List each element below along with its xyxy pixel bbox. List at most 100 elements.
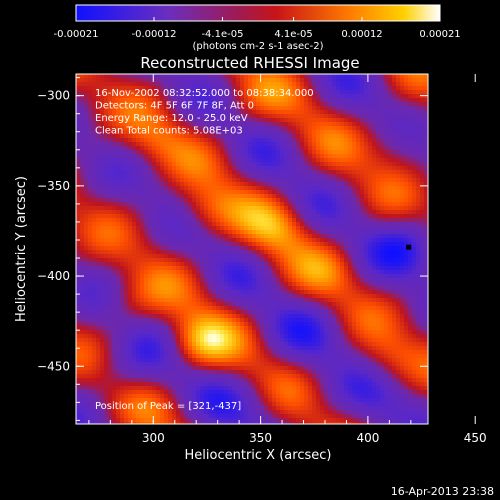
heatmap-cell	[204, 102, 209, 107]
heatmap-cell	[132, 118, 137, 123]
heatmap-cell	[316, 290, 321, 295]
heatmap-cell	[260, 106, 265, 111]
heatmap-cell	[292, 206, 297, 211]
heatmap-cell	[208, 118, 213, 123]
heatmap-cell	[272, 170, 277, 175]
heatmap-cell	[388, 294, 393, 299]
heatmap-cell	[336, 282, 341, 287]
heatmap-cell	[272, 262, 277, 267]
heatmap-cell	[360, 182, 365, 187]
heatmap-cell	[332, 262, 337, 267]
heatmap-cell	[188, 102, 193, 107]
heatmap-cell	[252, 206, 257, 211]
heatmap-cell	[392, 150, 397, 155]
heatmap-cell	[176, 194, 181, 199]
heatmap-cell	[96, 158, 101, 163]
heatmap-cell	[136, 286, 141, 291]
heatmap-cell	[244, 74, 249, 79]
heatmap-cell	[372, 98, 377, 103]
heatmap-cell	[268, 202, 273, 207]
heatmap-cell	[400, 134, 405, 139]
heatmap-cell	[200, 210, 205, 215]
heatmap-cell	[172, 114, 177, 119]
heatmap-cell	[212, 234, 217, 239]
heatmap-cell	[180, 158, 185, 163]
heatmap-cell	[272, 158, 277, 163]
heatmap-cell	[372, 142, 377, 147]
heatmap-cell	[360, 206, 365, 211]
heatmap-cell	[268, 246, 273, 251]
heatmap-cell	[260, 114, 265, 119]
heatmap-cell	[320, 154, 325, 159]
heatmap-cell	[412, 286, 417, 291]
heatmap-cell	[360, 266, 365, 271]
heatmap-cell	[300, 174, 305, 179]
heatmap-cell	[380, 210, 385, 215]
heatmap-cell	[388, 290, 393, 295]
heatmap-cell	[188, 138, 193, 143]
heatmap-cell	[268, 234, 273, 239]
heatmap-cell	[332, 230, 337, 235]
heatmap-cell	[248, 242, 253, 247]
heatmap-cell	[176, 242, 181, 247]
heatmap-cell	[372, 294, 377, 299]
heatmap-cell	[240, 218, 245, 223]
heatmap-cell	[340, 158, 345, 163]
heatmap-cell	[252, 86, 257, 91]
heatmap-cell	[264, 94, 269, 99]
heatmap-cell	[372, 74, 377, 79]
heatmap-cell	[412, 90, 417, 95]
heatmap-cell	[340, 170, 345, 175]
heatmap-cell	[192, 138, 197, 143]
heatmap-cell	[84, 238, 89, 243]
heatmap-cell	[152, 86, 157, 91]
heatmap-cell	[372, 82, 377, 87]
heatmap-cell	[216, 106, 221, 111]
heatmap-cell	[140, 98, 145, 103]
heatmap-cell	[408, 186, 413, 191]
heatmap-cell	[132, 166, 137, 171]
heatmap-cell	[360, 214, 365, 219]
heatmap-cell	[368, 262, 373, 267]
heatmap-cell	[144, 162, 149, 167]
heatmap-cell	[120, 150, 125, 155]
heatmap-cell	[316, 230, 321, 235]
heatmap-cell	[228, 266, 233, 271]
heatmap-cell	[408, 210, 413, 215]
heatmap-cell	[320, 234, 325, 239]
heatmap-cell	[92, 238, 97, 243]
heatmap-cell	[356, 166, 361, 171]
heatmap-cell	[404, 150, 409, 155]
heatmap-cell	[108, 114, 113, 119]
heatmap-cell	[348, 278, 353, 283]
heatmap-cell	[324, 198, 329, 203]
heatmap-cell	[344, 294, 349, 299]
heatmap-cell	[396, 198, 401, 203]
heatmap-cell	[388, 158, 393, 163]
heatmap-cell	[196, 138, 201, 143]
heatmap-cell	[340, 246, 345, 251]
heatmap-cell	[192, 110, 197, 115]
heatmap-cell	[316, 158, 321, 163]
heatmap-cell	[288, 98, 293, 103]
heatmap-cell	[344, 194, 349, 199]
heatmap-cell	[208, 190, 213, 195]
heatmap-cell	[412, 182, 417, 187]
heatmap-cell	[312, 122, 317, 127]
heatmap-cell	[144, 130, 149, 135]
heatmap-cell	[244, 210, 249, 215]
heatmap-cell	[108, 106, 113, 111]
heatmap-cell	[216, 198, 221, 203]
heatmap-cell	[316, 202, 321, 207]
heatmap-cell	[272, 78, 277, 83]
heatmap-cell	[256, 290, 261, 295]
heatmap-cell	[264, 162, 269, 167]
heatmap-cell	[200, 234, 205, 239]
heatmap-cell	[328, 242, 333, 247]
heatmap-cell	[128, 78, 133, 83]
heatmap-cell	[408, 106, 413, 111]
heatmap-cell	[236, 78, 241, 83]
heatmap-cell	[260, 222, 265, 227]
heatmap-cell	[208, 130, 213, 135]
heatmap-cell	[112, 130, 117, 135]
